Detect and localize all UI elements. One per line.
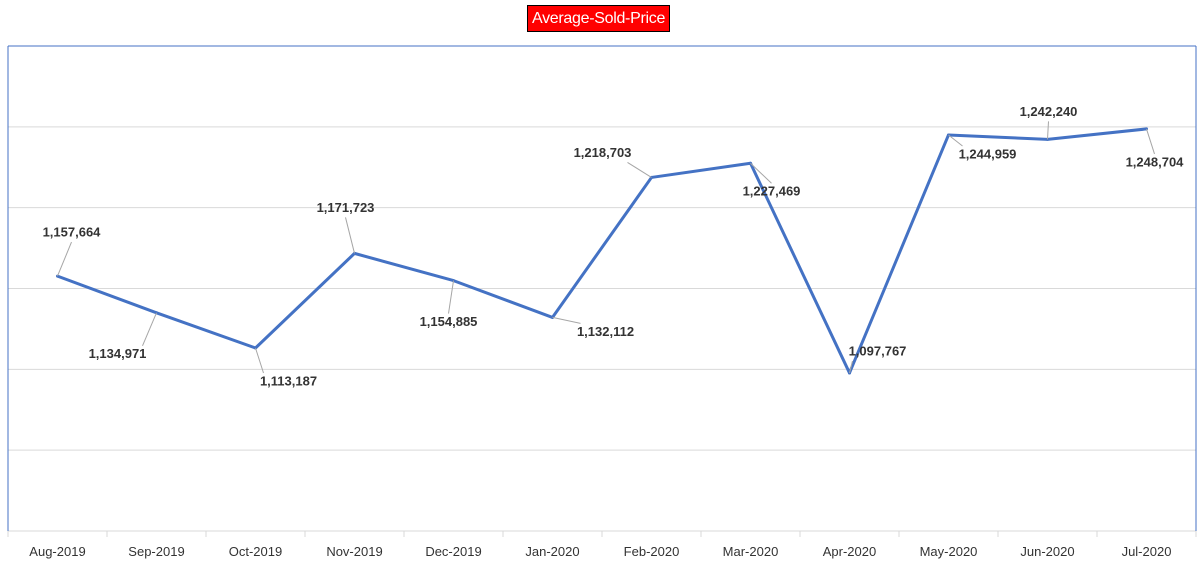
leader-line xyxy=(142,312,157,346)
data-label: 1,097,767 xyxy=(849,343,907,358)
leader-line xyxy=(948,134,963,147)
data-label: 1,134,971 xyxy=(89,346,147,361)
data-label: 1,171,723 xyxy=(317,200,375,215)
data-label: 1,157,664 xyxy=(43,225,102,240)
leader-line xyxy=(57,241,72,277)
x-tick-label: Oct-2019 xyxy=(229,544,282,559)
x-tick-label: Dec-2019 xyxy=(425,544,481,559)
leader-line xyxy=(1146,128,1155,155)
leader-line xyxy=(627,162,652,178)
x-tick-label: Jun-2020 xyxy=(1020,544,1074,559)
x-tick-label: Sep-2019 xyxy=(128,544,184,559)
leader-line xyxy=(1047,121,1049,140)
leader-line xyxy=(345,217,355,254)
data-label: 1,244,959 xyxy=(959,146,1017,161)
data-label: 1,132,112 xyxy=(577,324,634,339)
chart-title: Average-Sold-Price xyxy=(527,5,671,32)
series-line xyxy=(56,127,1147,375)
data-label: 1,227,469 xyxy=(743,184,801,199)
x-tick-label: Jan-2020 xyxy=(525,544,579,559)
x-tick-label: Apr-2020 xyxy=(823,544,876,559)
x-tick-label: Feb-2020 xyxy=(624,544,680,559)
x-tick-label: Aug-2019 xyxy=(29,544,85,559)
leader-line xyxy=(448,280,454,314)
data-label: 1,113,187 xyxy=(260,373,317,388)
leader-line xyxy=(849,360,853,374)
data-label: 1,248,704 xyxy=(1126,154,1185,169)
data-label: 1,242,240 xyxy=(1020,104,1078,119)
x-tick-label: May-2020 xyxy=(920,544,978,559)
x-tick-label: Jul-2020 xyxy=(1122,544,1172,559)
x-tick-label: Mar-2020 xyxy=(723,544,779,559)
leader-line xyxy=(750,162,772,184)
data-label: 1,218,703 xyxy=(574,145,632,160)
data-label: 1,154,885 xyxy=(420,314,478,329)
leader-line xyxy=(255,347,264,374)
x-tick-label: Nov-2019 xyxy=(326,544,382,559)
leader-line xyxy=(552,316,581,324)
